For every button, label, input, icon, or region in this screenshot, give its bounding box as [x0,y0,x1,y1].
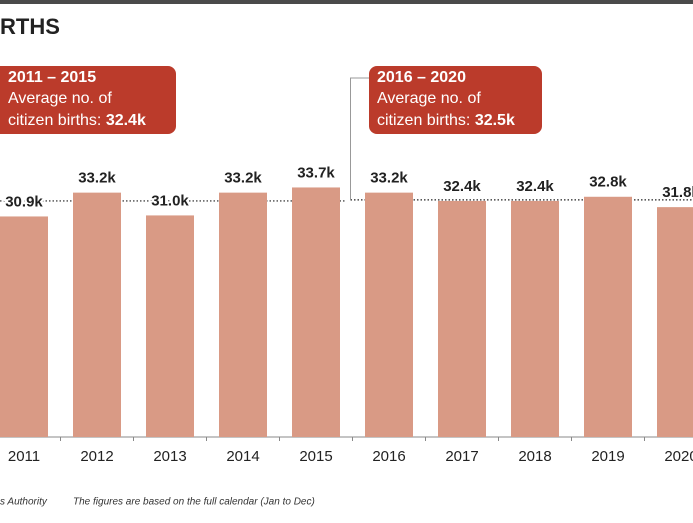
bar [657,207,693,437]
source: s Authority [0,497,48,508]
annotation-period: 2016 – 2020 [377,69,466,86]
value-label: 32.8k [589,174,627,191]
bar [438,200,486,437]
top-rule [0,0,693,4]
x-tick-label: 2018 [518,448,551,465]
bar [0,216,48,437]
bar [146,215,194,437]
annotation-text: citizen births: [377,112,475,129]
value-label: 32.4k [516,178,554,195]
bar [365,192,413,437]
value-label: 31.0k [151,192,189,209]
connector [350,77,369,200]
bar [584,196,632,437]
bar [219,192,267,437]
annotation-box [0,66,176,134]
annotation-period: 2011 – 2015 [8,69,96,86]
value-label: 33.2k [224,170,262,187]
x-tick-label: 2015 [299,448,332,465]
annotation-text: citizen births: 32.5k [377,112,515,129]
x-tick-label: 2014 [226,448,259,465]
chart-title: RTHS [0,14,60,39]
annotation-box [369,66,542,134]
x-tick-label: 2013 [153,448,186,465]
annotation-text: citizen births: [8,112,106,129]
value-label: 32.4k [443,178,481,195]
annotation-value: 32.5k [475,112,515,129]
x-tick-label: 2016 [372,448,405,465]
value-label: 31.8k [662,184,693,201]
bar [73,192,121,437]
note: The figures are based on the full calend… [73,497,315,508]
bar [511,200,559,437]
value-label: 33.7k [297,164,335,181]
x-tick-label: 2017 [445,448,478,465]
annotation-text: citizen births: 32.4k [8,112,146,129]
bar [292,187,340,437]
x-tick-label: 2020 [664,448,693,465]
x-tick-label: 2012 [80,448,113,465]
value-label: 30.9k [5,193,43,210]
x-tick-label: 2019 [591,448,624,465]
value-label: 33.2k [370,170,408,187]
value-label: 33.2k [78,170,116,187]
annotation-text: Average no. of [377,90,481,107]
annotation-text: Average no. of [8,90,112,107]
x-tick-label: 2011 [8,448,40,465]
annotation-value: 32.4k [106,112,146,129]
